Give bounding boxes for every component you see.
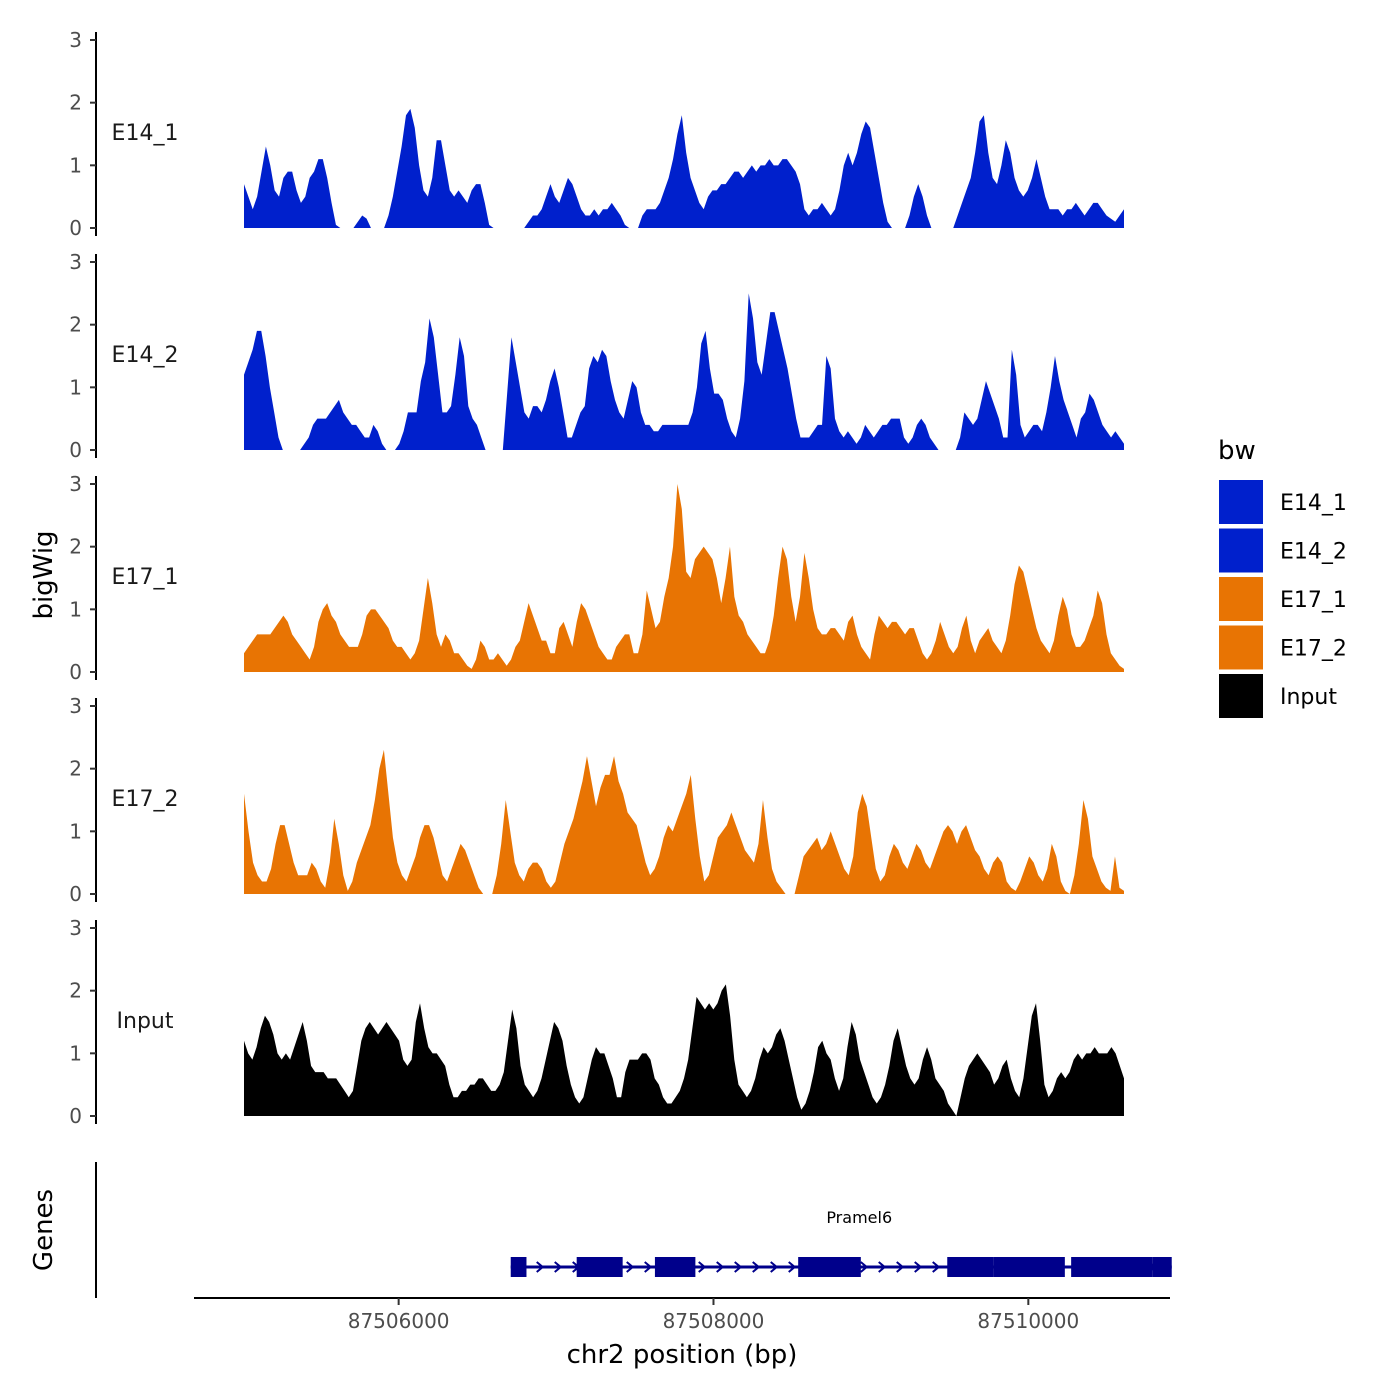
track-label: Input — [117, 1009, 174, 1034]
track-e14-1: 0 1 2 3 E14_1 — [69, 28, 1124, 240]
area-e17-1 — [244, 484, 1124, 672]
gene-model: Pramel6 — [510, 1208, 1172, 1277]
strand-arrow — [626, 1261, 635, 1273]
track-label: E17_1 — [112, 565, 179, 590]
track-e17-2: 0 1 2 3 E17_2 — [69, 694, 1124, 906]
area-e17-2 — [244, 749, 1124, 894]
gene-exon — [798, 1257, 861, 1277]
track-label: E14_1 — [112, 121, 179, 146]
y-tick-label: 2 — [69, 91, 82, 115]
y-tick-label: 2 — [69, 535, 82, 559]
strand-arrow — [716, 1261, 725, 1273]
strand-arrow — [788, 1261, 797, 1273]
area-e14-1 — [244, 108, 1124, 228]
gene-exon — [947, 1257, 994, 1277]
x-tick-label: 87506000 — [348, 1309, 450, 1333]
y-tick-label: 0 — [69, 882, 82, 906]
legend-label: E14_1 — [1280, 491, 1347, 516]
strand-arrow — [644, 1261, 653, 1273]
tracks: 0 1 2 3 E14_1 0 1 2 3 E14_2 0 1 2 3 E17_1 0 1 2 3 E17_2 0 1 2 3… — [69, 28, 1124, 1128]
y-tick-label: 1 — [69, 819, 82, 843]
y-tick-label: 1 — [69, 1041, 82, 1065]
strand-arrow — [878, 1261, 887, 1273]
y-axis-title: bigWig — [29, 530, 59, 619]
strand-arrow — [896, 1261, 905, 1273]
y-tick-label: 1 — [69, 153, 82, 177]
strand-arrow — [860, 1261, 869, 1273]
gene-exon — [510, 1257, 527, 1277]
strand-arrow — [536, 1261, 545, 1273]
y-tick-label: 0 — [69, 216, 82, 240]
legend-swatch — [1219, 528, 1263, 573]
x-axis-ticks: 87506000 87508000 87510000 — [348, 1298, 1079, 1333]
genes-panel: Genes Pramel6 87506000 87508000 87510000 c… — [29, 1162, 1172, 1370]
strand-arrow — [932, 1261, 941, 1273]
y-tick-label: 2 — [69, 757, 82, 781]
y-tick-label: 1 — [69, 375, 82, 399]
strand-arrow — [554, 1261, 563, 1273]
y-tick-label: 1 — [69, 597, 82, 621]
track-input: 0 1 2 3 Input — [69, 916, 1124, 1128]
legend-swatch — [1219, 674, 1263, 718]
track-label: E17_2 — [112, 787, 179, 812]
y-tick-label: 3 — [69, 28, 82, 52]
y-tick-label: 0 — [69, 438, 82, 462]
gene-exon — [1071, 1257, 1153, 1277]
y-tick-label: 0 — [69, 660, 82, 684]
area-input — [244, 984, 1124, 1116]
x-tick-label: 87508000 — [663, 1309, 765, 1333]
legend-swatch — [1219, 480, 1263, 524]
gene-exon — [654, 1257, 696, 1277]
y-tick-label: 3 — [69, 250, 82, 274]
genes-axis-title: Genes — [29, 1189, 59, 1271]
gene-exon — [1152, 1257, 1172, 1277]
legend-label: E14_2 — [1280, 540, 1347, 565]
strand-arrow — [752, 1261, 761, 1273]
strand-arrow — [734, 1261, 743, 1273]
y-tick-label: 3 — [69, 916, 82, 940]
legend-swatch — [1219, 577, 1263, 621]
track-e14-2: 0 1 2 3 E14_2 — [69, 250, 1124, 462]
legend-label: E17_1 — [1280, 588, 1347, 613]
y-tick-label: 3 — [69, 472, 82, 496]
x-tick-label: 87510000 — [977, 1309, 1079, 1333]
legend: bw E14_1 E14_2 E17_1 E17_2 Input — [1218, 436, 1347, 718]
gene-exon — [993, 1257, 1065, 1277]
gene-name-label: Pramel6 — [826, 1208, 892, 1227]
area-e14-2 — [244, 293, 1124, 450]
y-tick-label: 0 — [69, 1104, 82, 1128]
legend-label: E17_2 — [1280, 637, 1347, 662]
strand-arrow — [770, 1261, 779, 1273]
track-e17-1: 0 1 2 3 E17_1 — [69, 472, 1124, 684]
y-tick-label: 3 — [69, 694, 82, 718]
legend-entries: E14_1 E14_2 E17_1 E17_2 Input — [1219, 480, 1347, 718]
legend-label: Input — [1280, 685, 1337, 710]
gene-exon — [576, 1257, 623, 1277]
strand-arrow — [914, 1261, 923, 1273]
legend-title: bw — [1218, 436, 1256, 466]
x-axis-title: chr2 position (bp) — [567, 1340, 798, 1370]
y-tick-label: 2 — [69, 979, 82, 1003]
legend-swatch — [1219, 625, 1263, 670]
track-label: E14_2 — [112, 343, 179, 368]
strand-arrow — [698, 1261, 707, 1273]
y-tick-label: 2 — [69, 313, 82, 337]
